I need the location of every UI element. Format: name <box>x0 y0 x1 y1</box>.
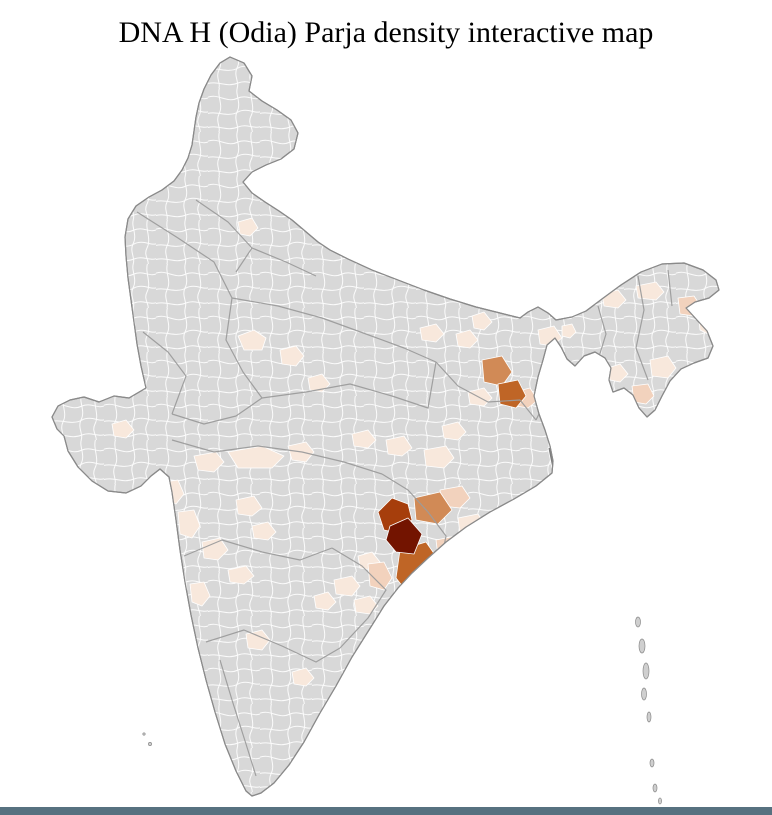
district-low-density[interactable] <box>455 329 479 349</box>
india-outline <box>51 56 720 797</box>
district-low-density[interactable] <box>201 537 229 561</box>
district-low-mid-density[interactable] <box>367 561 393 591</box>
district-low-density[interactable] <box>111 419 135 439</box>
district-peak-density[interactable] <box>385 517 423 555</box>
district-low-density[interactable] <box>353 595 379 615</box>
district-low-density[interactable] <box>441 421 467 441</box>
bottom-bar <box>0 807 772 815</box>
district-low-density[interactable] <box>177 509 201 539</box>
island[interactable] <box>649 758 655 768</box>
district-low-density[interactable] <box>333 575 361 597</box>
district-low-density[interactable] <box>237 329 267 351</box>
district-low-density[interactable] <box>313 591 337 611</box>
island[interactable] <box>658 797 662 805</box>
island[interactable] <box>642 662 650 680</box>
district-low-density[interactable] <box>471 311 493 331</box>
district-low-density[interactable] <box>351 429 377 449</box>
district-mid-density[interactable] <box>481 355 513 387</box>
island[interactable] <box>641 687 647 701</box>
district-low-mid-density[interactable] <box>407 595 435 619</box>
district-low-density[interactable] <box>561 323 577 339</box>
district-low-density[interactable] <box>193 451 225 473</box>
district-low-density[interactable] <box>237 217 259 237</box>
island[interactable] <box>635 616 641 628</box>
district-low-density[interactable] <box>235 495 263 517</box>
district-low-density[interactable] <box>279 345 305 367</box>
state-borders <box>136 199 673 777</box>
district-low-density[interactable] <box>419 323 445 343</box>
india-map[interactable] <box>40 50 730 810</box>
density-level-3-group <box>413 355 513 525</box>
island[interactable] <box>646 711 652 723</box>
district-boundaries-texture <box>52 57 719 796</box>
island[interactable] <box>652 783 658 793</box>
density-level-6-group <box>385 517 423 555</box>
district-mid-density[interactable] <box>413 491 453 525</box>
district-low-density[interactable] <box>189 581 211 607</box>
district-low-density[interactable] <box>635 281 665 301</box>
island[interactable] <box>148 742 152 746</box>
district-low-density[interactable] <box>649 355 677 379</box>
page-title: DNA H (Odia) Parja density interactive m… <box>119 16 654 49</box>
district-low-density[interactable] <box>227 565 255 585</box>
district-low-density[interactable] <box>227 445 285 469</box>
district-low-density[interactable] <box>251 521 277 541</box>
island[interactable] <box>142 732 146 736</box>
district-low-density[interactable] <box>291 667 315 687</box>
island[interactable] <box>638 638 646 654</box>
district-low-density[interactable] <box>385 435 413 457</box>
islands[interactable] <box>142 616 662 805</box>
district-low-density[interactable] <box>245 629 271 651</box>
district-low-density[interactable] <box>423 445 455 469</box>
